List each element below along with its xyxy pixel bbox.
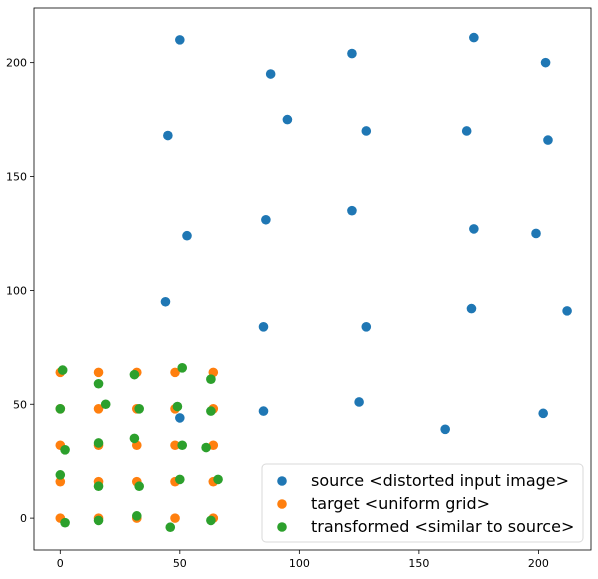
scatter-point [347,205,357,216]
scatter-point [160,296,171,307]
scatter-point [531,228,541,239]
scatter-point [129,433,140,444]
scatter-point [170,513,180,523]
scatter-point [562,306,572,316]
points-layer [55,32,572,533]
scatter-point [466,303,477,314]
legend-marker [277,499,287,509]
series-group [55,363,223,533]
scatter-point [538,408,548,419]
x-tick-label: 50 [173,557,187,570]
scatter-point [134,404,144,414]
scatter-point [57,365,68,375]
x-tick-label: 200 [528,557,549,570]
series-group [160,32,572,435]
x-tick-label: 150 [408,557,429,570]
plot-frame [33,7,592,551]
scatter-point [282,114,293,125]
scatter-point [93,404,104,414]
scatter-point [175,474,185,485]
scatter-point [265,69,276,79]
scatter-point [177,440,188,451]
scatter-point [543,135,553,145]
legend: source <distorted input image> target <un… [261,463,584,543]
scatter-point [213,474,223,485]
scatter-point [134,481,144,492]
scatter-point [206,406,216,416]
plot-area [34,8,591,550]
legend-marker [277,476,287,486]
scatter-point [182,230,192,241]
legend-label: target <uniform grid> [311,494,490,513]
scatter-point [55,470,66,480]
scatter-point [93,378,104,389]
y-tick-label: 100 [6,284,27,297]
x-tick-label: 0 [57,557,64,570]
scatter-point [461,126,472,136]
scatter-point [55,476,66,487]
scatter-point [170,367,180,378]
scatter-point [131,511,142,521]
scatter-point [93,515,104,526]
scatter-point [177,363,188,373]
scatter-point [361,322,372,332]
y-tick-label: 0 [20,512,27,525]
y-tick-label: 150 [6,171,27,184]
scatter-point [129,369,140,380]
scatter-point [261,214,271,225]
scatter-point [540,57,551,68]
scatter-point [175,35,185,45]
scatter-point [55,404,66,414]
y-axis: 0 50 100 150 200 [6,57,34,525]
scatter-point [165,522,176,533]
scatter-point [469,32,479,43]
scatter-point [163,130,173,141]
legend-marker [277,522,287,532]
scatter-point [440,424,450,435]
x-axis: 0 50 100 150 200 [57,550,549,570]
scatter-point [100,399,111,410]
scatter-point [258,322,269,332]
x-tick-label: 100 [289,557,310,570]
scatter-point [361,126,372,136]
scatter-point [201,442,211,453]
legend-box [261,463,584,543]
scatter-point [354,397,364,407]
scatter-point [93,367,104,378]
scatter-point [93,481,104,492]
scatter-point [206,515,216,526]
scatter-point [93,438,104,448]
scatter-point [175,413,185,423]
scatter-point [60,444,70,455]
scatter-point [206,374,216,385]
scatter-point [258,406,269,416]
scatter-point [60,517,70,528]
legend-label: source <distorted input image> [311,471,569,490]
scatter-point [172,401,183,412]
scatter-point [469,224,479,234]
scatter-point [347,48,357,59]
y-tick-label: 200 [6,57,27,70]
y-tick-label: 50 [13,398,27,411]
legend-label: transformed <similar to source> [311,517,574,536]
scatter-point [170,440,180,451]
